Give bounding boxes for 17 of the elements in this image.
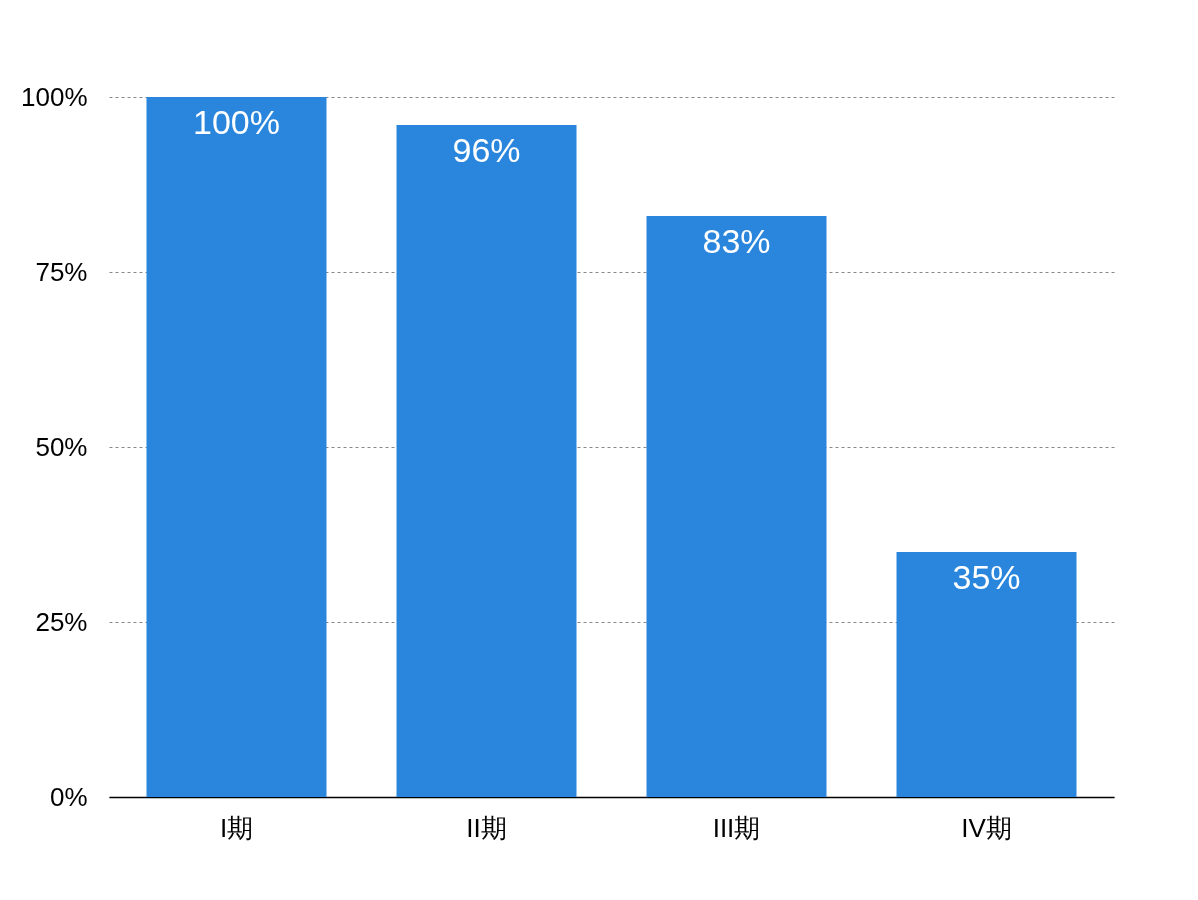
data-label: 100% (193, 103, 280, 141)
data-label: 35% (952, 558, 1021, 596)
bar (646, 216, 827, 797)
y-tick-label: 75% (35, 256, 88, 287)
y-tick-label: 0% (49, 781, 88, 812)
bar (396, 125, 577, 797)
x-tick-label: III期 (712, 812, 761, 843)
y-tick-label: 100% (21, 81, 88, 112)
data-label: 96% (452, 131, 521, 169)
y-tick-label: 25% (35, 606, 88, 637)
bar (896, 552, 1077, 797)
x-tick-label: I期 (219, 812, 254, 843)
bar (146, 97, 327, 797)
data-label: 83% (702, 222, 771, 260)
y-tick-label: 50% (35, 431, 88, 462)
x-tick-label: IV期 (961, 812, 1012, 843)
x-tick-label: II期 (466, 812, 507, 843)
